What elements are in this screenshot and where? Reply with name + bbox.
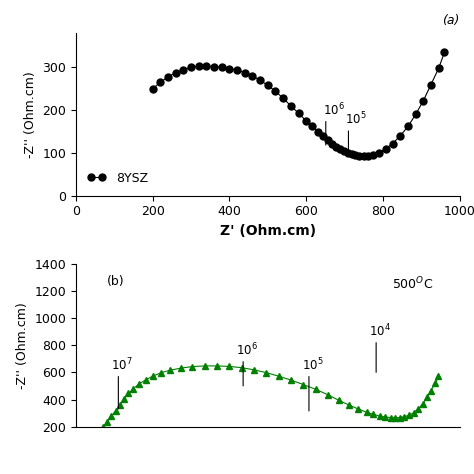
8YSZ <box>345 150 350 156</box>
8YSZ <box>309 124 315 129</box>
Text: (b): (b) <box>107 275 124 288</box>
8YSZ <box>420 98 426 104</box>
8YSZ <box>211 64 217 69</box>
8YSZ <box>242 70 247 75</box>
8YSZ <box>219 64 225 70</box>
8YSZ <box>196 63 201 69</box>
8YSZ <box>329 141 335 146</box>
X-axis label: Z' (Ohm.cm): Z' (Ohm.cm) <box>220 224 316 238</box>
8YSZ <box>173 70 179 75</box>
Text: (a): (a) <box>442 14 460 27</box>
Text: 10$^4$: 10$^4$ <box>369 323 391 339</box>
8YSZ <box>288 103 294 109</box>
Text: 10$^5$: 10$^5$ <box>346 111 367 128</box>
8YSZ <box>442 50 447 55</box>
8YSZ <box>356 153 362 159</box>
Text: 500$^O$C: 500$^O$C <box>392 275 433 292</box>
8YSZ <box>365 153 371 159</box>
8YSZ <box>234 67 240 73</box>
Text: 10$^6$: 10$^6$ <box>236 342 258 358</box>
8YSZ <box>203 63 209 69</box>
Text: 10$^6$: 10$^6$ <box>323 101 345 118</box>
8YSZ <box>157 80 163 85</box>
8YSZ <box>188 64 194 70</box>
8YSZ <box>361 154 366 159</box>
8YSZ <box>296 110 301 116</box>
8YSZ <box>413 111 419 117</box>
Y-axis label: -Z'' (Ohm.cm): -Z'' (Ohm.cm) <box>16 302 29 389</box>
8YSZ <box>405 124 411 129</box>
8YSZ <box>341 148 346 154</box>
8YSZ <box>320 133 326 139</box>
8YSZ <box>349 151 355 157</box>
8YSZ <box>436 65 441 71</box>
8YSZ <box>353 152 358 158</box>
8YSZ <box>250 73 255 79</box>
8YSZ <box>333 144 339 149</box>
8YSZ <box>165 74 171 80</box>
8YSZ <box>280 95 286 101</box>
Legend: 8YSZ: 8YSZ <box>82 166 153 190</box>
8YSZ <box>428 82 434 87</box>
8YSZ <box>181 67 186 73</box>
Y-axis label: -Z'' (Ohm.cm): -Z'' (Ohm.cm) <box>24 71 36 158</box>
8YSZ <box>383 146 389 152</box>
8YSZ <box>273 89 278 94</box>
8YSZ <box>397 133 403 139</box>
8YSZ <box>390 141 395 146</box>
8YSZ <box>315 129 320 135</box>
8YSZ <box>150 86 155 91</box>
Text: 10$^5$: 10$^5$ <box>302 356 324 373</box>
8YSZ <box>265 82 271 88</box>
8YSZ <box>326 137 331 143</box>
8YSZ <box>371 152 376 157</box>
8YSZ <box>227 66 232 72</box>
Line: 8YSZ: 8YSZ <box>149 49 448 160</box>
8YSZ <box>303 118 309 124</box>
8YSZ <box>337 146 343 152</box>
8YSZ <box>257 77 263 83</box>
Text: 10$^7$: 10$^7$ <box>111 356 133 373</box>
8YSZ <box>376 150 382 155</box>
